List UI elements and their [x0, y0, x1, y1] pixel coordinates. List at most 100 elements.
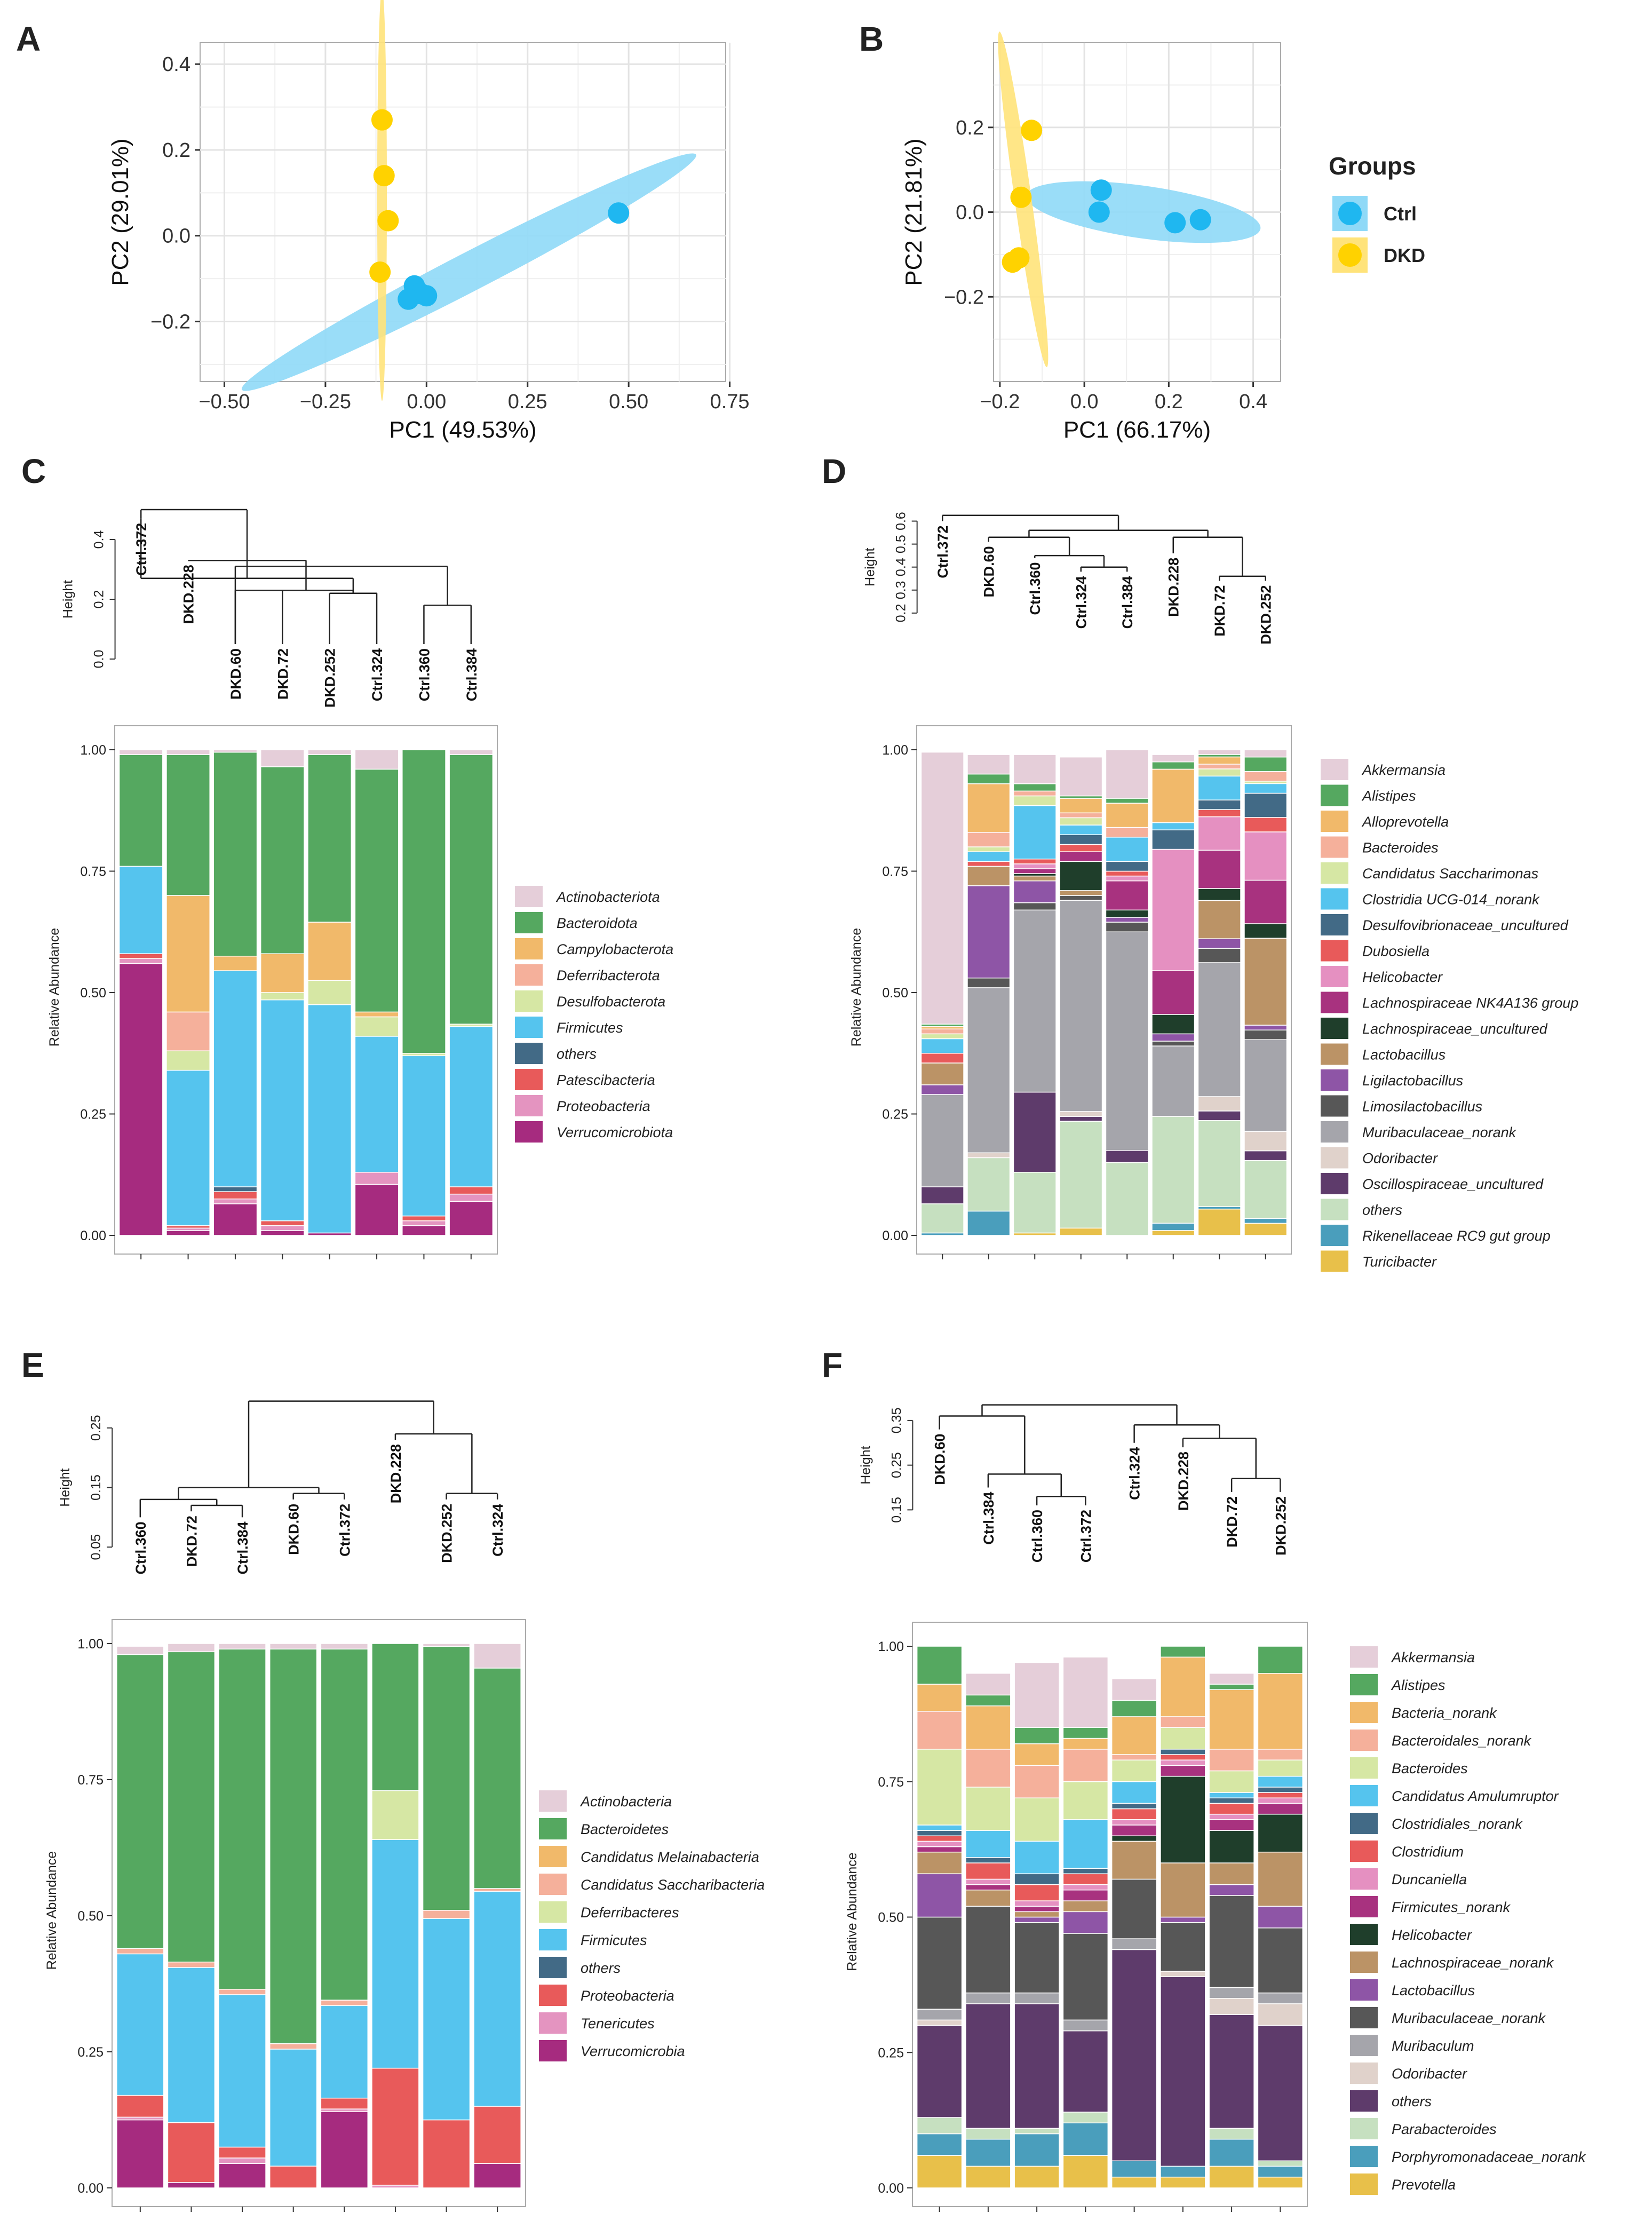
y-tick-label: 0.25 [878, 2045, 904, 2060]
y-tick-label: 0.75 [80, 864, 106, 879]
bar-segment-verrucomicrobiota [260, 1230, 305, 1236]
data-point-ctrl [1090, 179, 1112, 201]
bar-segment-dubosiella [1013, 859, 1057, 864]
legend-label: Clostridia UCG-014_norank [1362, 892, 1540, 908]
legend-label: Actinobacteria [579, 1794, 672, 1810]
bar-segment-clostridiales-norank [1111, 1803, 1157, 1810]
bar-segment-bacteroidales-norank [1014, 1765, 1060, 1798]
bar-segment-verrucomicrobia [473, 2163, 521, 2188]
bar-segment-limosilactobacillus [1013, 902, 1057, 911]
legend-key [1350, 2090, 1378, 2112]
bar-segment-alistipes [1014, 1727, 1060, 1744]
bar-segment-ligilactobacillus [1105, 917, 1149, 923]
x-tick-label: −0.50 [198, 391, 250, 413]
legend-label: Proteobacteria [557, 1098, 650, 1114]
dendro-axis-title: Height [863, 548, 878, 586]
legend-label: Firmicutes [557, 1020, 623, 1036]
bar-segment-others [1244, 1160, 1288, 1219]
dendro-tick-label: 0.25 [89, 1415, 104, 1441]
sample-label: DKD.72 [1224, 1496, 1240, 1548]
bar-segment-akkermansia [965, 1673, 1011, 1696]
bar-segment-lachnospiraceae-nk4a136-group [1151, 970, 1195, 1015]
bar-segment-firmicutes-norank [1014, 1906, 1060, 1913]
bar-segment-proteobacteria [320, 2097, 369, 2109]
bar-segment-bacteria-norank [1257, 1673, 1304, 1750]
y-tick-label: 0.25 [77, 2045, 104, 2060]
bar-segment-prevotella [1160, 2176, 1206, 2188]
bar-segment-parabacteroides [1062, 2112, 1109, 2123]
bar-segment-akkermansia [1062, 1656, 1109, 1728]
bar-segment-oscillospiraceae-uncultured [1105, 1150, 1149, 1163]
bar-segment-akkermansia [1151, 754, 1195, 763]
legend-label: Porphyromonadaceae_norank [1392, 2149, 1586, 2165]
legend-key [1321, 966, 1348, 987]
bar-segment-firmicutes [307, 1004, 352, 1234]
bar-segment-lachnospiraceae-nk4a136-group [1197, 850, 1241, 889]
y-axis-title: PC2 (21.81%) [901, 138, 927, 285]
bar-segment-actinobacteriota [118, 749, 163, 755]
bar-segment-duncaniella [1111, 1819, 1157, 1826]
bar-segment-firmicutes-norank [916, 1846, 963, 1853]
bar-segment-turicibacter [1244, 1223, 1288, 1236]
bar-segment-porphyromonadaceae-norank [1209, 2138, 1254, 2167]
bar-segment-candidatus-saccharibacteria [116, 1948, 164, 1955]
bar-segment-bacteroidales-norank [965, 1749, 1011, 1788]
bar-segment-duncaniella [965, 1878, 1011, 1885]
bar-segment-others [1013, 1171, 1057, 1234]
bar-segment-candidatus-saccharibacteria [218, 1988, 266, 1995]
legend-key [1350, 1646, 1378, 1668]
legend-key [1350, 1979, 1378, 2001]
bar-segment-bacteria-norank [1209, 1689, 1254, 1750]
x-axis-title: PC1 (49.53%) [389, 417, 536, 443]
bar-segment-firmicutes-norank [1209, 1819, 1254, 1831]
bar-segment-alloprevotella [1197, 756, 1241, 765]
bar-segment-ligilactobacillus [1151, 1033, 1195, 1042]
bar-segment-duncaniella [1062, 1884, 1109, 1891]
data-point-ctrl [1088, 201, 1110, 223]
bar-segment-bacteria-norank [965, 1705, 1011, 1750]
dendro-tick-label: 0.0 [92, 650, 107, 669]
sample-label: DKD.252 [1258, 585, 1274, 645]
bar-segment-prevotella [1014, 2165, 1060, 2188]
sample-label: DKD.228 [1166, 558, 1182, 617]
bar-segment-proteobacteria [354, 1171, 399, 1185]
bar-segment-clostridium [1014, 1884, 1060, 1901]
bar-segment-alistipes [1013, 783, 1057, 792]
bar-segment-others [1257, 2025, 1304, 2161]
bar-segment-bacteroidota [213, 751, 258, 957]
data-point-dkd [377, 210, 399, 232]
legend-label: Alloprevotella [1361, 814, 1449, 830]
sample-label: Ctrl.324 [1074, 576, 1090, 629]
confidence-ellipse-dkd [377, 0, 387, 401]
bar-segment-odoribacter [1209, 1998, 1254, 2015]
bar-segment-limosilactobacillus [1105, 922, 1149, 933]
legend-key [1350, 2007, 1378, 2028]
bar-segment-helicobacter [1197, 816, 1241, 851]
bar-segment-odoribacter [967, 1152, 1011, 1159]
legend-key [1321, 1147, 1348, 1169]
x-tick-label: 0.75 [710, 391, 750, 413]
legend-label-ctrl: Ctrl [1384, 203, 1417, 225]
dendro-tick-label: 0.15 [889, 1497, 904, 1523]
bar-segment-helicobacter [1244, 831, 1288, 881]
legend-key [515, 1017, 543, 1038]
bar-segment-proteobacteria [422, 2119, 471, 2188]
legend-key [1350, 1730, 1378, 1751]
data-point-dkd [1010, 186, 1032, 208]
bar-segment-others [1160, 1976, 1206, 2167]
x-tick-label: 0.25 [508, 391, 547, 413]
legend-key [1321, 1069, 1348, 1091]
bar-segment-clostridia-ucg-014-norank [1244, 783, 1288, 794]
bar-segment-porphyromonadaceae-norank [1014, 2133, 1060, 2167]
bar-segment-lachnospiraceae-norank [1257, 1851, 1304, 1907]
y-tick-label: 0.2 [162, 139, 190, 162]
bar-segment-others [916, 2025, 963, 2118]
legend-label: Bacteroides [1392, 1760, 1468, 1776]
bar-segment-lachnospiraceae-uncultured [1059, 861, 1103, 891]
legend-label: Verrucomicrobia [581, 2043, 685, 2059]
legend-label: Actinobacteriota [555, 889, 660, 905]
legend-label: Clostridium [1392, 1844, 1464, 1860]
sample-label: DKD.60 [932, 1434, 948, 1485]
bar-segment-akkermansia [1209, 1673, 1254, 1685]
bar-segment-clostridium [965, 1862, 1011, 1880]
